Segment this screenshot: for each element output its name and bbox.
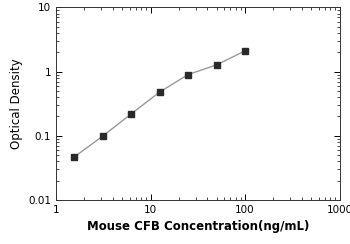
X-axis label: Mouse CFB Concentration(ng/mL): Mouse CFB Concentration(ng/mL) bbox=[86, 221, 309, 234]
Y-axis label: Optical Density: Optical Density bbox=[9, 58, 23, 149]
